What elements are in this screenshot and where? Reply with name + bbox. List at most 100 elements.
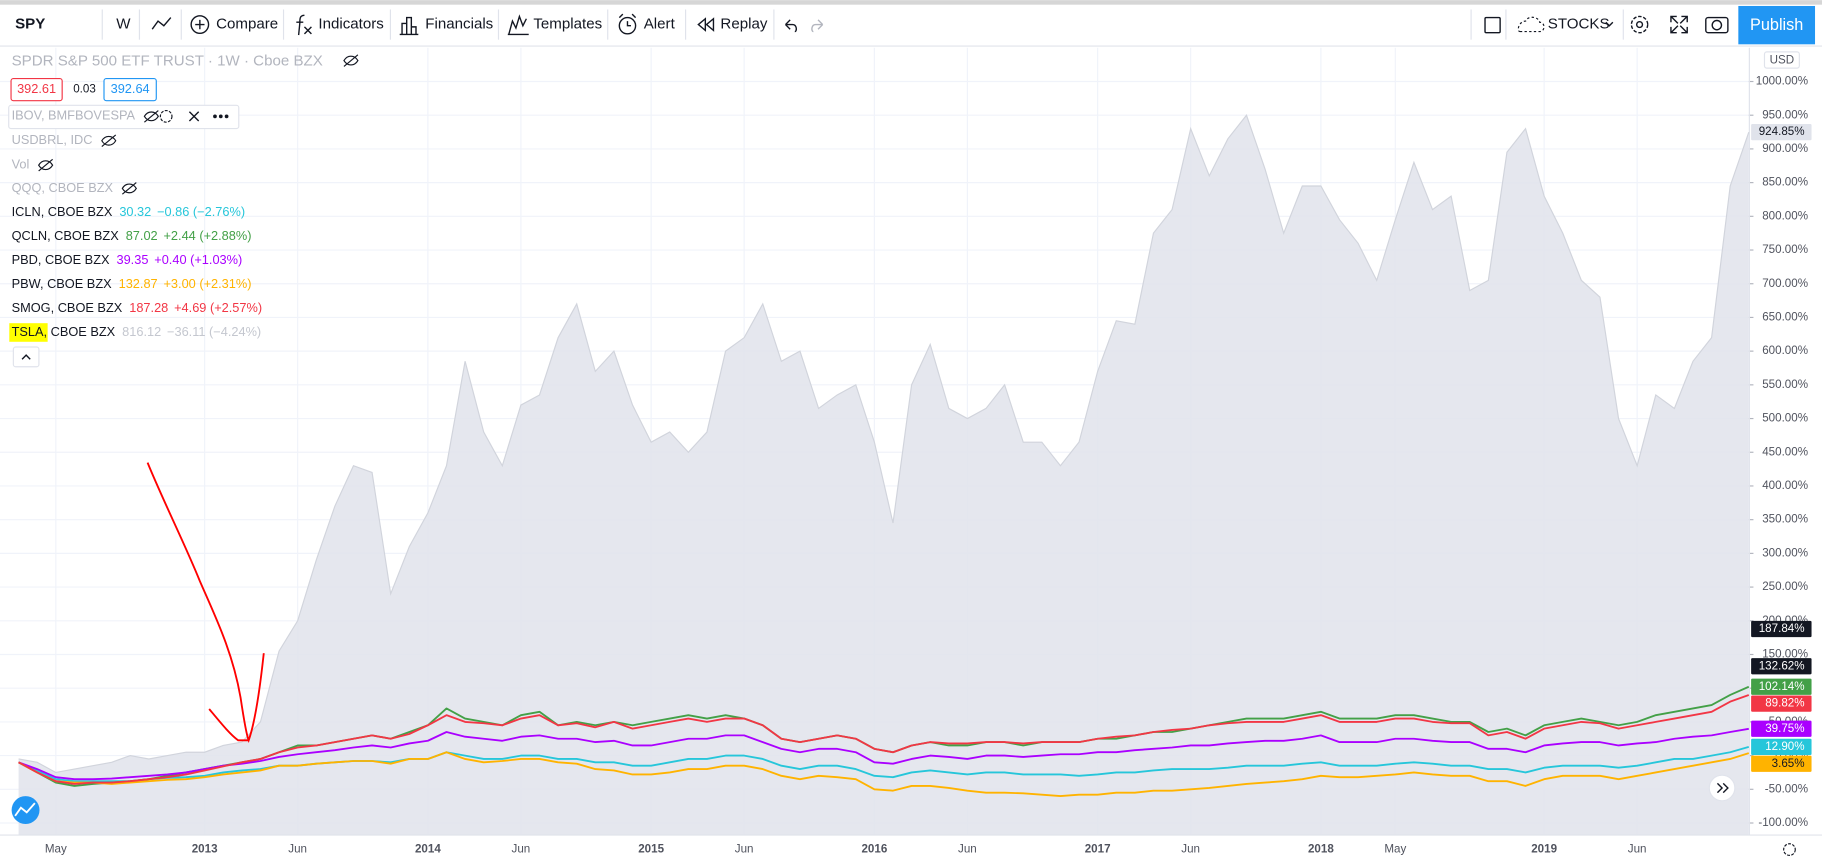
button-label[interactable]: Indicators <box>318 16 383 33</box>
visibility-toggle[interactable] <box>143 110 159 123</box>
publish-button[interactable]: Publish <box>1738 5 1816 45</box>
remove-icon[interactable] <box>188 111 200 122</box>
icon <box>343 55 359 66</box>
currency-box[interactable] <box>1763 51 1800 69</box>
x-tick-label: 2017 <box>1085 843 1111 856</box>
button-label[interactable]: Compare <box>216 16 278 33</box>
icon[interactable] <box>14 802 36 817</box>
area-fill <box>18 115 1749 835</box>
more-icon[interactable] <box>213 114 217 119</box>
legend-name: PBD, CBOE BZX <box>12 252 110 267</box>
button-label[interactable]: Financials <box>425 16 493 33</box>
toolbar-bg <box>0 4 1822 46</box>
collapse-legend-button[interactable] <box>12 346 40 368</box>
chart-type-icon[interactable] <box>151 17 172 30</box>
collapse-icon[interactable] <box>21 354 31 360</box>
overlay <box>146 462 265 743</box>
alert-button[interactable]: Alert <box>618 13 676 35</box>
visibility-toggle[interactable] <box>101 134 117 148</box>
symbol-search[interactable]: SPY <box>15 16 45 33</box>
button-bg[interactable] <box>1738 5 1816 45</box>
templates-button[interactable]: Templates <box>507 14 602 36</box>
axis-settings-button[interactable] <box>1783 843 1796 856</box>
y-tick-label: 400.00% <box>1762 479 1808 492</box>
layout-name[interactable]: STOCKS <box>1548 16 1610 33</box>
legend-name: TSLA, CBOE BZX <box>12 324 116 339</box>
financials-button[interactable]: Financials <box>399 16 494 36</box>
legend-name: QCLN, CBOE BZX <box>12 228 120 243</box>
icon <box>618 13 637 27</box>
button-label[interactable]: Publish <box>1750 16 1803 34</box>
legend-item: TSLA, CBOE BZX 816.12 −36.11 (−4.24%) <box>12 324 262 339</box>
x-tick-label: Jun <box>1181 843 1200 856</box>
legend-change: +4.69 (+2.57%) <box>174 300 262 315</box>
icon <box>190 15 210 34</box>
legend-change: +3.00 (+2.31%) <box>163 276 251 291</box>
series-line <box>18 694 1750 785</box>
snapshot-button[interactable] <box>1705 16 1729 34</box>
compare-button[interactable]: Compare <box>190 15 278 34</box>
fullscreen-button[interactable] <box>1670 15 1688 34</box>
spread: 0.03 <box>73 83 96 96</box>
study-controls[interactable] <box>159 109 229 123</box>
price-badge-label: 187.84% <box>1759 622 1805 635</box>
button-label[interactable]: Templates <box>533 16 602 33</box>
x-tick-label: Jun <box>735 843 754 856</box>
y-tick-label: 1000.00% <box>1756 75 1808 88</box>
more-icon[interactable] <box>224 114 229 119</box>
legend-item: PBD, CBOE BZX 39.35 +0.40 (+1.03%) <box>12 252 243 267</box>
bid-box[interactable] <box>10 78 63 102</box>
symbol[interactable]: SPY <box>15 16 45 33</box>
price-badge <box>1751 755 1812 772</box>
interval-button[interactable]: W <box>116 16 131 33</box>
icon <box>121 183 137 194</box>
indicators-button[interactable]: Indicators <box>296 14 384 36</box>
select-layout-button[interactable] <box>1484 16 1501 34</box>
cloud-icon <box>1517 16 1545 33</box>
icon <box>143 110 159 123</box>
icon <box>101 134 117 148</box>
x-tick-label: Jun <box>288 843 307 856</box>
price-badge <box>1751 124 1812 141</box>
undo-button[interactable] <box>785 19 798 33</box>
dropdown-icon <box>1605 21 1614 27</box>
icon <box>101 135 117 146</box>
settings-button[interactable] <box>1630 15 1649 34</box>
more-icon[interactable] <box>218 114 223 119</box>
y-tick-label: 700.00% <box>1762 277 1808 290</box>
series-line <box>18 727 1749 781</box>
hidden-study: QQQ, CBOE BZX <box>12 180 114 195</box>
layout-button[interactable]: STOCKS <box>1517 16 1614 33</box>
visibility-toggle[interactable] <box>121 182 137 195</box>
icon[interactable] <box>1716 782 1729 794</box>
bid-price[interactable]: 392.61 <box>17 81 56 96</box>
visibility-toggle[interactable] <box>343 54 359 67</box>
tradingview-logo-button[interactable] <box>11 796 40 825</box>
settings-icon[interactable] <box>159 109 173 123</box>
button-label[interactable]: Alert <box>644 16 676 33</box>
icon <box>1630 15 1649 34</box>
study-hover-box <box>8 104 240 130</box>
price-badge <box>1751 658 1812 675</box>
go-to-realtime[interactable] <box>1708 774 1736 802</box>
ask-price[interactable]: 392.64 <box>111 81 150 96</box>
hidden-study: Vol <box>12 157 30 172</box>
annotation-arrow <box>146 462 265 743</box>
y-tick-label: 850.00% <box>1762 176 1808 189</box>
visibility-toggle[interactable] <box>37 158 54 172</box>
legend-item: QCLN, CBOE BZX 87.02 +2.44 (+2.88%) <box>12 228 252 243</box>
legend-last: 87.02 <box>126 228 158 243</box>
icon <box>296 14 312 36</box>
legend-change: −0.86 (−2.76%) <box>157 204 245 219</box>
y-tick-label: 800.00% <box>1762 209 1808 222</box>
interval[interactable]: W <box>116 16 131 33</box>
legend-name: ICLN, CBOE BZX <box>12 204 113 219</box>
button-bg[interactable] <box>11 796 40 825</box>
ask-box[interactable] <box>103 78 157 102</box>
currency-label[interactable]: USD <box>1770 54 1795 67</box>
button-label[interactable]: Replay <box>720 16 767 33</box>
replay-button[interactable]: Replay <box>697 16 768 33</box>
redo-button[interactable] <box>811 19 824 33</box>
hidden-study: USDBRL, IDC <box>12 132 93 147</box>
legend-last: 39.35 <box>116 252 148 267</box>
